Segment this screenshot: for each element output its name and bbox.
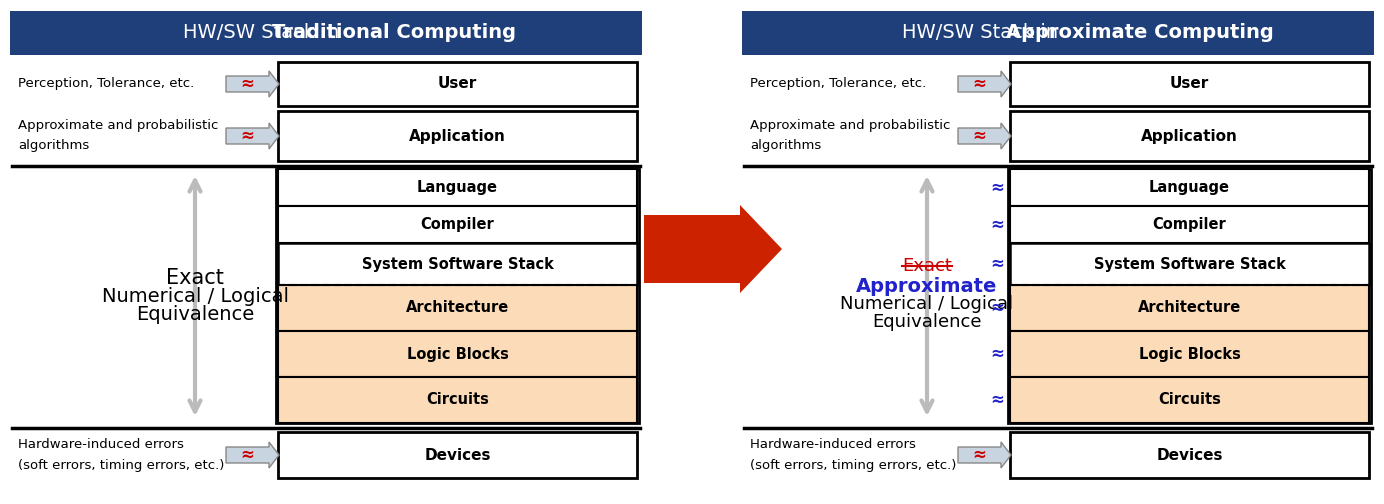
Bar	[278, 243, 637, 285]
Text: Compiler: Compiler	[1153, 217, 1226, 232]
Text: Approximate: Approximate	[857, 277, 998, 295]
Bar	[1010, 169, 1369, 206]
Bar	[278, 111, 637, 161]
Bar	[10, 11, 642, 55]
Bar	[1010, 62, 1369, 106]
Text: Perception, Tolerance, etc.: Perception, Tolerance, etc.	[750, 78, 926, 91]
Text: Language: Language	[417, 180, 498, 195]
Text: System Software Stack: System Software Stack	[361, 257, 554, 272]
Text: ≈: ≈	[241, 75, 255, 93]
Text: Numerical / Logical: Numerical / Logical	[840, 295, 1013, 313]
Text: Traditional Computing: Traditional Computing	[273, 24, 516, 42]
Bar	[278, 169, 637, 206]
Text: (soft errors, timing errors, etc.): (soft errors, timing errors, etc.)	[18, 459, 224, 472]
Text: Hardware-induced errors: Hardware-induced errors	[18, 438, 184, 452]
Text: Approximate and probabilistic: Approximate and probabilistic	[18, 119, 219, 133]
Text: Architecture: Architecture	[406, 300, 509, 316]
Text: ≈: ≈	[990, 216, 1003, 233]
Text: User: User	[437, 77, 477, 92]
Bar	[1010, 377, 1369, 423]
Text: ≈: ≈	[241, 127, 255, 145]
Text: ≈: ≈	[241, 446, 255, 464]
Text: Devices: Devices	[425, 448, 491, 463]
Text: Circuits: Circuits	[426, 393, 489, 408]
Text: ≈: ≈	[973, 446, 987, 464]
Bar	[278, 377, 637, 423]
Bar	[278, 62, 637, 106]
Text: ≈: ≈	[990, 345, 1003, 363]
Text: Hardware-induced errors: Hardware-induced errors	[750, 438, 916, 452]
Text: Circuits: Circuits	[1158, 393, 1221, 408]
Bar	[1010, 206, 1369, 243]
Text: ≈: ≈	[990, 391, 1003, 409]
Text: Logic Blocks: Logic Blocks	[407, 347, 508, 361]
Text: Equivalence: Equivalence	[136, 304, 255, 324]
Text: Application: Application	[1140, 129, 1237, 144]
Text: User: User	[1169, 77, 1210, 92]
Text: Devices: Devices	[1156, 448, 1222, 463]
Text: ≈: ≈	[973, 127, 987, 145]
FancyArrow shape	[958, 442, 1010, 468]
Bar	[1010, 243, 1369, 285]
Text: algorithms: algorithms	[18, 140, 89, 153]
Text: Numerical / Logical: Numerical / Logical	[101, 286, 288, 305]
Text: (soft errors, timing errors, etc.): (soft errors, timing errors, etc.)	[750, 459, 956, 472]
Bar	[1010, 111, 1369, 161]
FancyArrow shape	[958, 71, 1010, 97]
FancyArrow shape	[644, 205, 782, 293]
FancyArrow shape	[958, 123, 1010, 149]
Text: ≈: ≈	[990, 178, 1003, 197]
Text: Exact: Exact	[166, 268, 224, 288]
Text: algorithms: algorithms	[750, 140, 821, 153]
Bar	[278, 206, 637, 243]
Text: Exact: Exact	[902, 257, 952, 275]
Text: ≈: ≈	[990, 255, 1003, 273]
FancyArrow shape	[226, 123, 280, 149]
Bar	[742, 11, 1374, 55]
Bar	[278, 285, 637, 331]
Text: HW/SW Stack in: HW/SW Stack in	[902, 24, 1064, 42]
Bar	[1008, 169, 1372, 423]
Bar	[278, 432, 637, 478]
Text: ≈: ≈	[990, 299, 1003, 317]
Text: ≈: ≈	[973, 75, 987, 93]
FancyArrow shape	[226, 442, 280, 468]
Text: Equivalence: Equivalence	[872, 313, 981, 331]
Bar	[1010, 285, 1369, 331]
Bar	[1010, 432, 1369, 478]
Bar	[275, 169, 639, 423]
Text: HW/SW Stack in: HW/SW Stack in	[183, 24, 345, 42]
Text: Language: Language	[1149, 180, 1230, 195]
Text: Application: Application	[410, 129, 507, 144]
Text: Compiler: Compiler	[421, 217, 494, 232]
Text: Approximate and probabilistic: Approximate and probabilistic	[750, 119, 951, 133]
FancyArrow shape	[226, 71, 280, 97]
Bar	[1010, 331, 1369, 377]
Text: System Software Stack: System Software Stack	[1093, 257, 1286, 272]
Bar	[278, 331, 637, 377]
Text: Logic Blocks: Logic Blocks	[1139, 347, 1240, 361]
Text: Architecture: Architecture	[1138, 300, 1241, 316]
Text: Perception, Tolerance, etc.: Perception, Tolerance, etc.	[18, 78, 194, 91]
Text: Approximate Computing: Approximate Computing	[1006, 24, 1273, 42]
